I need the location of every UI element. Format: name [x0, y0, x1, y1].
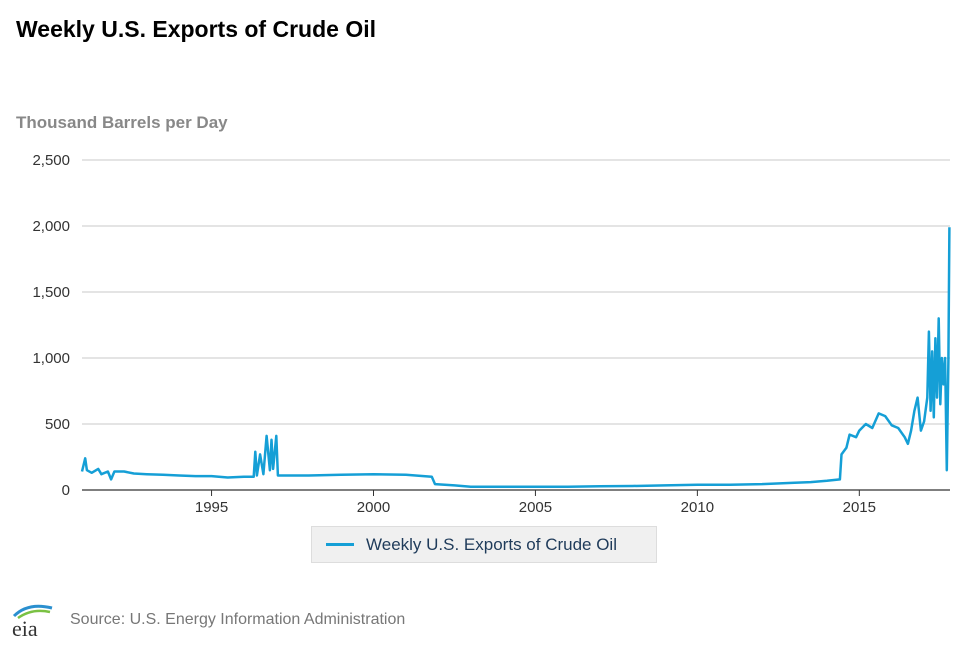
series-lines: [80, 227, 951, 488]
line-chart: 0 500 1,000 1,500 2,000 2,500 1995 2000 2005 201…: [32, 152, 951, 516]
y-axis-label: Thousand Barrels per Day: [16, 113, 228, 132]
x-tick-label: 2010: [681, 499, 714, 516]
x-tick-label: 2015: [843, 499, 876, 516]
svg-text:eia: eia: [12, 616, 38, 640]
legend-label: Weekly U.S. Exports of Crude Oil: [366, 534, 617, 554]
footer: eia Source: U.S. Energy Information Admi…: [8, 600, 405, 640]
x-tick-label: 1995: [195, 499, 228, 516]
y-tick-label: 0: [62, 482, 70, 499]
eia-logo-icon: eia: [12, 604, 53, 640]
y-tick-label: 2,500: [32, 152, 70, 169]
series-line[interactable]: [80, 227, 951, 488]
source-note: Source: U.S. Energy Information Administ…: [70, 611, 406, 628]
grid-lines: [82, 159, 950, 491]
x-tick-labels: 1995 2000 2005 2010 2015: [195, 490, 876, 516]
x-tick-label: 2005: [519, 499, 552, 516]
x-tick-label: 2000: [357, 499, 390, 516]
y-tick-label: 2,000: [32, 218, 70, 235]
y-tick-labels: 0 500 1,000 1,500 2,000 2,500: [32, 152, 70, 499]
y-tick-label: 1,000: [32, 350, 70, 367]
chart-title: Weekly U.S. Exports of Crude Oil: [16, 16, 376, 42]
legend[interactable]: Weekly U.S. Exports of Crude Oil: [311, 526, 657, 563]
y-tick-label: 1,500: [32, 284, 70, 301]
legend-swatch: [326, 543, 354, 546]
y-tick-label: 500: [45, 416, 70, 433]
